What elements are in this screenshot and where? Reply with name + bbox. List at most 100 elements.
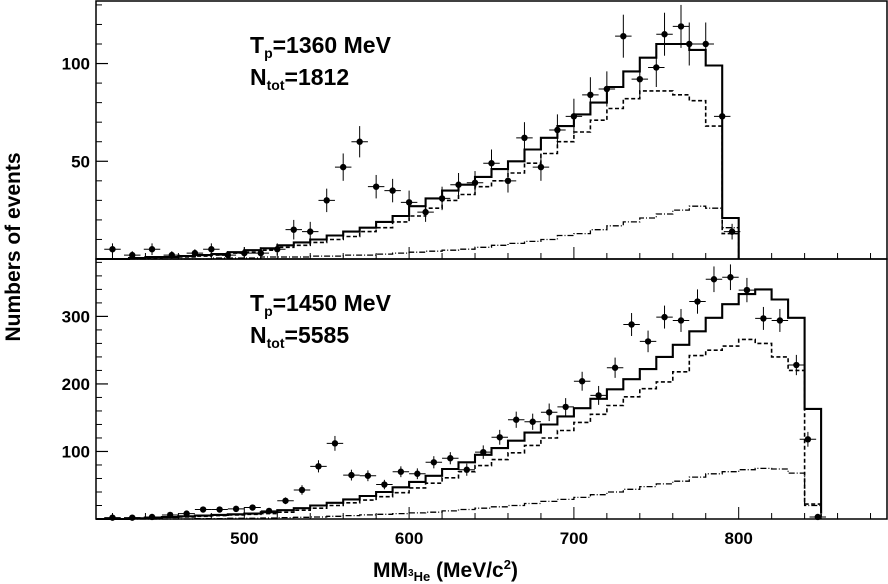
bottom-data-point-21 bbox=[463, 466, 470, 473]
xtick-label-600: 600 bbox=[395, 529, 423, 548]
top-tp-annotation: Tp=1360 MeV bbox=[250, 32, 392, 61]
top-data-point-3 bbox=[168, 251, 176, 259]
top-data-point-36 bbox=[702, 40, 709, 48]
top-data-point-15 bbox=[372, 183, 380, 190]
x-label-main: MM bbox=[373, 559, 408, 582]
top-data-point-29 bbox=[603, 85, 611, 93]
top-tp-subscript: p bbox=[264, 45, 273, 61]
bottom-ntot-subscript: tot bbox=[267, 335, 285, 351]
bottom-dashed-histogram bbox=[96, 338, 822, 520]
bottom-data-point-5 bbox=[199, 506, 207, 513]
top-data-point-38 bbox=[728, 228, 736, 235]
top-tp-value: =1360 MeV bbox=[273, 32, 392, 58]
top-dashdot-histogram bbox=[96, 205, 740, 260]
bottom-ytick-label-300: 300 bbox=[62, 307, 90, 326]
bottom-dashdot-histogram bbox=[96, 467, 822, 520]
top-data-point-14 bbox=[356, 138, 363, 145]
top-data-point-26 bbox=[554, 126, 561, 134]
bottom-data-point-40 bbox=[776, 317, 784, 324]
bottom-ytick-label-100: 100 bbox=[62, 442, 90, 461]
bottom-data-point-19 bbox=[430, 459, 438, 466]
bottom-data-point-39 bbox=[760, 315, 767, 322]
top-solid-histogram bbox=[96, 42, 740, 261]
bottom-data-point-16 bbox=[381, 481, 388, 488]
bottom-data-point-1 bbox=[129, 514, 136, 521]
bottom-solid-histogram bbox=[96, 288, 823, 521]
top-frame bbox=[95, 0, 888, 260]
bottom-frame bbox=[95, 258, 888, 520]
bottom-data-point-43 bbox=[814, 513, 821, 521]
bottom-data-point-35 bbox=[694, 298, 701, 305]
top-ntot-value: =1812 bbox=[285, 64, 350, 90]
top-data-point-27 bbox=[570, 113, 578, 120]
bottom-data-point-42 bbox=[804, 436, 812, 443]
bottom-data-point-15 bbox=[364, 472, 372, 479]
top-data-point-6 bbox=[224, 251, 232, 259]
bottom-data-point-31 bbox=[628, 321, 635, 328]
top-tp-symbol: T bbox=[250, 32, 264, 58]
xtick-label-700: 700 bbox=[560, 529, 588, 548]
top-data-point-30 bbox=[620, 32, 627, 40]
bottom-data-point-8 bbox=[249, 504, 256, 511]
bottom-data-point-41 bbox=[793, 361, 800, 369]
bottom-tp-subscript: p bbox=[264, 303, 273, 319]
bottom-data-point-18 bbox=[414, 470, 421, 477]
top-data-point-9 bbox=[274, 246, 281, 253]
bottom-data-point-24 bbox=[513, 416, 520, 423]
bottom-data-point-20 bbox=[447, 455, 454, 462]
top-ytick-label-100: 100 bbox=[62, 55, 90, 74]
x-label-sub2: He bbox=[414, 569, 431, 584]
bottom-data-point-3 bbox=[166, 511, 174, 519]
bottom-data-point-25 bbox=[529, 418, 536, 425]
x-label-units-close: ) bbox=[511, 559, 518, 582]
top-data-point-32 bbox=[653, 64, 660, 71]
bottom-data-point-34 bbox=[677, 317, 685, 324]
top-ntot-subscript: tot bbox=[267, 77, 285, 93]
x-label-sub: 3 bbox=[408, 568, 414, 579]
bottom-ntot-value: =5585 bbox=[285, 322, 350, 348]
top-data-point-13 bbox=[339, 163, 347, 171]
top-data-point-21 bbox=[471, 179, 479, 186]
top-data-point-16 bbox=[389, 187, 396, 194]
bottom-data-point-36 bbox=[710, 276, 718, 283]
top-data-point-10 bbox=[290, 226, 297, 233]
top-dashed-histogram bbox=[96, 90, 740, 260]
bottom-data-point-13 bbox=[331, 440, 339, 447]
top-data-point-35 bbox=[686, 40, 693, 48]
top-data-point-28 bbox=[587, 91, 594, 99]
bottom-data-point-29 bbox=[595, 392, 602, 399]
bottom-data-point-26 bbox=[545, 409, 553, 416]
top-data-point-12 bbox=[323, 197, 330, 204]
top-data-point-5 bbox=[208, 246, 215, 253]
top-data-point-22 bbox=[488, 160, 495, 167]
top-data-point-34 bbox=[677, 23, 685, 30]
bottom-data-point-33 bbox=[661, 313, 668, 321]
bottom-tp-symbol: T bbox=[250, 290, 264, 316]
top-ntot-annotation: Ntot=1812 bbox=[250, 64, 349, 93]
top-ntot-symbol: N bbox=[250, 64, 267, 90]
bottom-data-point-6 bbox=[216, 506, 223, 513]
x-label-units: (MeV/c bbox=[430, 559, 504, 582]
top-data-point-37 bbox=[719, 113, 726, 120]
bottom-data-point-22 bbox=[480, 448, 487, 456]
bottom-data-point-11 bbox=[298, 486, 306, 494]
bottom-ntot-annotation: Ntot=5585 bbox=[250, 322, 349, 351]
bottom-data-point-9 bbox=[265, 507, 273, 515]
bottom-data-point-38 bbox=[743, 286, 751, 294]
bottom-data-point-2 bbox=[148, 513, 156, 521]
bottom-data-point-28 bbox=[578, 378, 586, 385]
bottom-data-point-4 bbox=[183, 510, 190, 517]
xtick-label-500: 500 bbox=[230, 529, 258, 548]
top-data-point-11 bbox=[307, 228, 314, 235]
top-data-point-17 bbox=[405, 199, 413, 206]
bottom-data-point-37 bbox=[727, 274, 734, 281]
bottom-data-point-23 bbox=[496, 434, 503, 441]
y-axis-label: Numbers of events bbox=[2, 152, 25, 341]
bottom-data-point-10 bbox=[282, 497, 289, 504]
x-axis-label: MM3He (MeV/c2) bbox=[373, 557, 518, 584]
top-ytick-label-50: 50 bbox=[71, 152, 90, 171]
x-label-units-sup: 2 bbox=[504, 557, 511, 572]
